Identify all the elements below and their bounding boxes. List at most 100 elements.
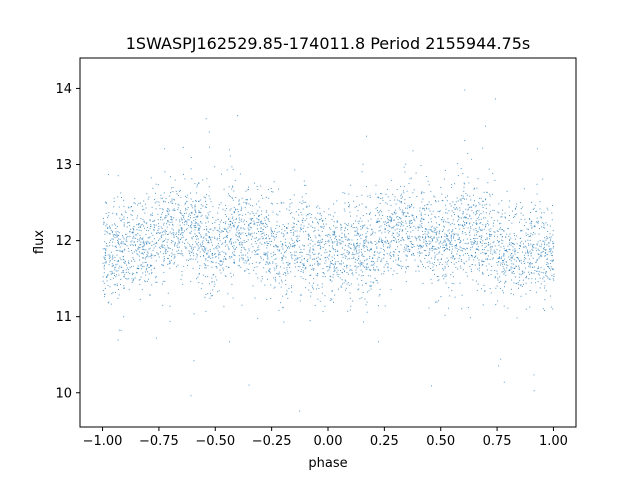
data-point [506, 249, 507, 251]
data-point [480, 222, 482, 224]
data-point [146, 265, 148, 267]
data-point [233, 190, 235, 192]
data-point [222, 267, 224, 269]
data-point [198, 247, 200, 249]
data-point [434, 262, 435, 263]
data-point [508, 256, 510, 258]
data-point [527, 249, 528, 251]
data-point [144, 258, 146, 260]
data-point [485, 245, 487, 247]
data-point [149, 247, 151, 249]
data-point [418, 238, 420, 240]
data-point [472, 246, 473, 248]
data-point [467, 218, 469, 220]
data-point [531, 227, 533, 229]
data-point [545, 290, 547, 292]
data-point [460, 168, 462, 170]
data-point [539, 245, 541, 247]
data-point [189, 244, 191, 246]
data-point [261, 231, 263, 232]
data-point [234, 249, 236, 250]
data-point [498, 212, 500, 214]
data-point [447, 265, 449, 267]
data-point [465, 271, 467, 273]
data-point [181, 271, 183, 273]
data-point [527, 239, 529, 241]
data-point [508, 249, 510, 250]
data-point [334, 269, 336, 271]
data-point [356, 234, 358, 236]
data-point [382, 215, 384, 216]
data-point [109, 254, 111, 256]
data-point [536, 217, 538, 219]
data-point [400, 218, 402, 220]
data-point [329, 279, 331, 281]
data-point [474, 238, 476, 239]
data-point [301, 214, 303, 216]
data-point [283, 256, 285, 258]
data-point [424, 257, 426, 259]
data-point [142, 252, 143, 254]
data-point [232, 245, 233, 247]
data-point [140, 244, 142, 245]
data-point [190, 281, 192, 283]
data-point [230, 238, 232, 240]
data-point [333, 271, 335, 273]
data-point [107, 216, 109, 218]
data-point [444, 267, 446, 269]
data-point [229, 230, 231, 232]
data-point [439, 230, 441, 232]
data-point [131, 210, 133, 212]
data-point [330, 276, 332, 278]
data-point [380, 273, 382, 275]
data-point [518, 276, 520, 278]
data-point [204, 296, 206, 298]
data-point [489, 234, 491, 236]
data-point [551, 251, 553, 253]
data-point [165, 238, 167, 240]
data-point [182, 255, 184, 257]
data-point [462, 224, 463, 226]
data-point [531, 252, 533, 254]
data-point [205, 265, 207, 266]
data-point [237, 208, 239, 210]
data-point [482, 147, 484, 149]
data-point [463, 190, 465, 192]
data-point [162, 280, 164, 282]
data-point [398, 241, 400, 243]
data-point [305, 278, 307, 280]
data-point [537, 220, 539, 222]
data-point [131, 231, 133, 233]
data-point [247, 259, 249, 261]
data-point [103, 268, 105, 270]
data-point [284, 226, 285, 227]
data-point [143, 221, 145, 223]
data-point [417, 236, 419, 238]
data-point [299, 266, 301, 268]
data-point [487, 243, 489, 245]
data-point [218, 254, 219, 256]
data-point [302, 200, 304, 202]
data-point [141, 289, 143, 291]
data-point [196, 235, 198, 237]
data-point [214, 222, 216, 224]
data-point [337, 261, 339, 262]
data-point [164, 252, 166, 254]
data-point [106, 231, 108, 233]
data-point [446, 243, 448, 245]
data-point [423, 239, 425, 241]
data-point [305, 287, 307, 289]
data-point [200, 207, 202, 209]
data-point [348, 243, 350, 245]
data-point [501, 239, 502, 241]
data-point [296, 235, 298, 237]
data-point [171, 255, 172, 257]
data-point [397, 224, 399, 226]
data-point [428, 214, 429, 216]
data-point [262, 197, 264, 199]
data-point [328, 245, 330, 247]
data-point [212, 257, 214, 259]
data-point [485, 199, 486, 201]
data-point [136, 229, 138, 231]
data-point [207, 240, 209, 242]
